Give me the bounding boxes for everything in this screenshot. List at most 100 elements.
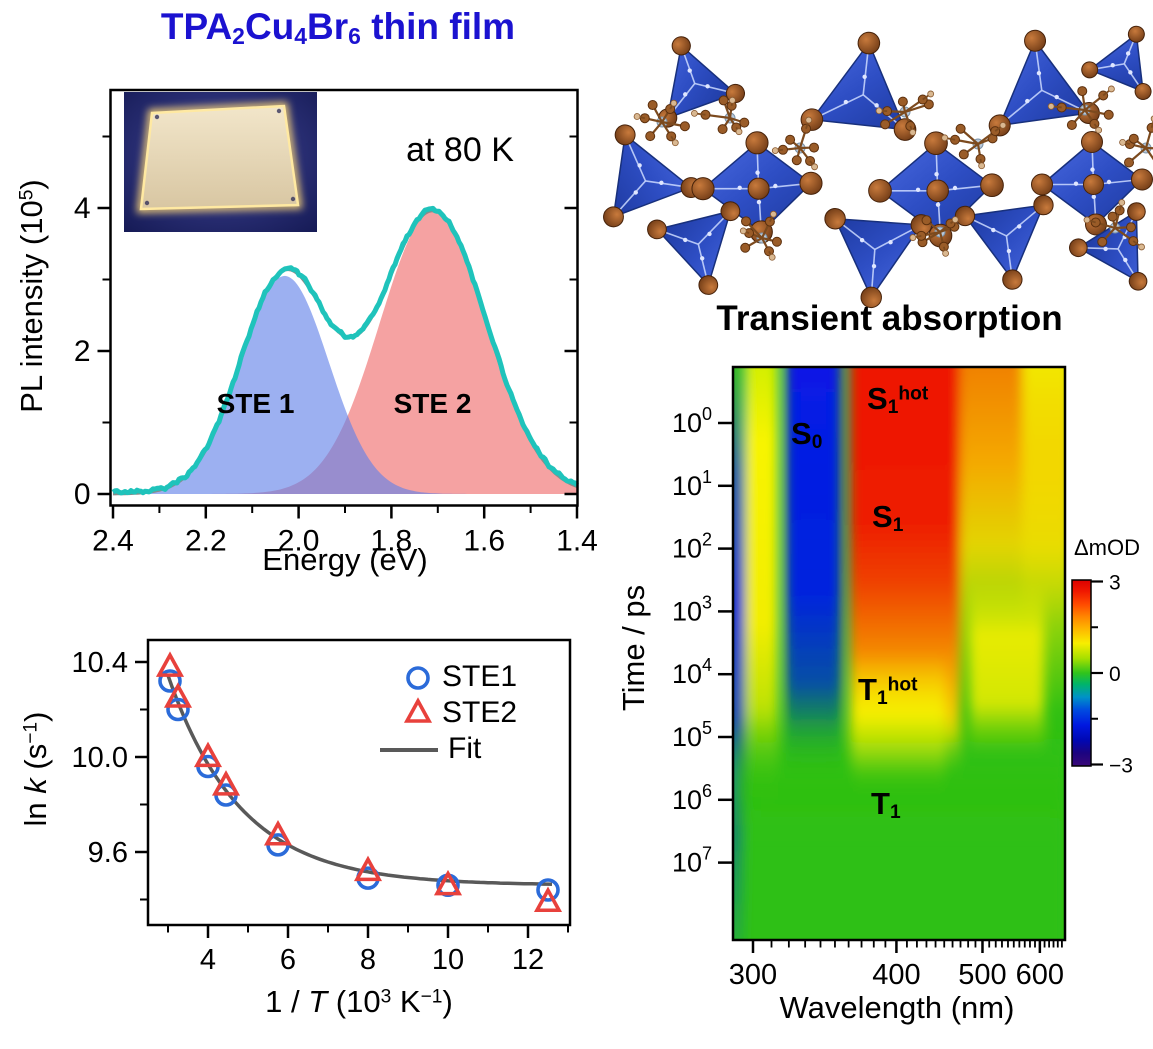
tick-label: 1.6 bbox=[463, 525, 505, 558]
time-tick-label: 101 bbox=[672, 467, 712, 501]
arrhenius-plot-frame bbox=[146, 638, 572, 927]
tick-label: 6 bbox=[280, 944, 296, 976]
pl-peak-label-ste2: STE 2 bbox=[393, 388, 472, 419]
ta-state-label-t1hot: T1hot bbox=[858, 672, 918, 710]
ta-yaxis-label: Time / ps bbox=[616, 584, 651, 712]
tick-label: 1.4 bbox=[556, 525, 598, 558]
colorbar-label: ΔmOD bbox=[1073, 535, 1141, 560]
tick-label: 12 bbox=[512, 944, 544, 976]
state-subscript: 1 bbox=[876, 688, 888, 710]
arrhenius-legend-label-ste2: STE2 bbox=[442, 696, 518, 729]
arrhenius-legend-label-ste1: STE1 bbox=[442, 660, 518, 693]
state-subscript: 1 bbox=[892, 515, 904, 537]
arrhenius-legend-label-fit: Fit bbox=[448, 732, 482, 765]
state-symbol: T bbox=[871, 786, 890, 821]
tick-label: 10 bbox=[432, 944, 464, 976]
state-superscript: hot bbox=[887, 674, 918, 696]
organic-cation-cluster bbox=[1047, 85, 1115, 134]
title-subscript: 6 bbox=[348, 23, 361, 50]
tick-label: 9.6 bbox=[88, 837, 128, 869]
organic-cation-cluster bbox=[691, 95, 750, 136]
ste1-gaussian-fill bbox=[113, 275, 577, 494]
tick-label: 1.8 bbox=[371, 525, 413, 558]
ta-title: Transient absorption bbox=[716, 299, 1063, 338]
colorbar: 3 0 −3 bbox=[1071, 572, 1133, 778]
tick-label: 400 bbox=[872, 959, 920, 991]
pl-measured-curve bbox=[111, 205, 579, 496]
pl-yaxis-label-text: ) bbox=[14, 179, 49, 190]
time-tick-label: 105 bbox=[672, 718, 712, 752]
organic-cation-cluster bbox=[875, 90, 935, 136]
state-symbol: S bbox=[867, 381, 888, 416]
time-tick-label: 107 bbox=[672, 844, 712, 878]
title-part: TPA bbox=[160, 6, 233, 47]
arrhenius-xaxis-label-exponent: −1 bbox=[420, 986, 443, 1008]
tick-label: 3 bbox=[1109, 572, 1121, 595]
pl-yaxis-label-text: PL intensity (10 bbox=[14, 200, 49, 413]
tick-label: 0 bbox=[74, 478, 91, 511]
cu4br6-tetrahedron bbox=[603, 124, 702, 228]
tick-label: 0 bbox=[1109, 663, 1121, 686]
arrhenius-xaxis-label: 1 / T (103 K−1) bbox=[209, 984, 509, 1019]
cu4br6-tetrahedron bbox=[1069, 202, 1148, 291]
arrhenius-plot: 4 6 8 10 12 10.4 10.0 9.6 bbox=[72, 638, 572, 976]
time-tick-label: 100 bbox=[672, 404, 712, 438]
arrhenius-yaxis-label: ln k (s−1) bbox=[18, 636, 53, 902]
cu4br6-tetrahedron bbox=[824, 208, 933, 309]
pl-yaxis-label-exponent: 5 bbox=[16, 189, 38, 201]
tick-label: 10.4 bbox=[72, 647, 128, 679]
colorbar-gradient bbox=[1071, 579, 1092, 767]
organic-cation-cluster bbox=[633, 99, 690, 147]
ste2-gaussian-fill bbox=[113, 211, 577, 494]
title-subscript: 2 bbox=[232, 23, 245, 50]
organic-cation-cluster bbox=[941, 121, 1007, 170]
state-superscript: hot bbox=[898, 383, 929, 405]
arrhenius-yaxis-label-variable: k bbox=[18, 778, 53, 794]
cu4br6-tetrahedron bbox=[1081, 25, 1152, 100]
tick-label: 10.0 bbox=[72, 742, 128, 774]
title-subscript: 4 bbox=[294, 23, 308, 50]
pl-spectrum-plot: 2.4 2.2 2.0 1.8 1.6 1.4 0 2 4 bbox=[74, 88, 598, 558]
arrhenius-xaxis-label-exponent: 3 bbox=[380, 986, 392, 1008]
arrhenius-xaxis-label-text: (10 bbox=[327, 984, 381, 1019]
tick-label: −3 bbox=[1109, 755, 1133, 778]
state-subscript: 1 bbox=[887, 397, 899, 419]
heatmap-frame bbox=[731, 365, 1067, 942]
arrhenius-xaxis-label-variable: T bbox=[308, 984, 328, 1019]
arrhenius-xaxis-label-text: ) bbox=[442, 984, 453, 1019]
title-part: Br bbox=[307, 6, 349, 47]
tick-label: 8 bbox=[360, 944, 376, 976]
organic-cation-cluster bbox=[739, 210, 782, 261]
state-subscript: 0 bbox=[811, 432, 823, 454]
cu4br6-tetrahedron bbox=[954, 194, 1054, 290]
ta-state-label-t1: T1 bbox=[871, 786, 901, 824]
time-tick-label: 106 bbox=[672, 781, 712, 815]
title-part: Cu bbox=[244, 6, 295, 47]
state-symbol: S bbox=[872, 499, 893, 534]
arrhenius-xaxis-label-text: K bbox=[391, 984, 421, 1019]
crystal-structure-illustration bbox=[603, 25, 1153, 309]
inset-sample-photo bbox=[124, 92, 317, 232]
pl-yaxis-label: PL intensity (105) bbox=[14, 90, 49, 502]
arrhenius-series-ste2 bbox=[155, 651, 563, 913]
tick-label: 600 bbox=[1016, 959, 1064, 991]
tick-label: 500 bbox=[958, 959, 1006, 991]
state-subscript: 1 bbox=[889, 802, 901, 824]
arrhenius-legend bbox=[380, 666, 438, 752]
ta-state-label-s1hot: S1hot bbox=[867, 381, 929, 419]
pl-annotation-temperature: at 80 K bbox=[406, 131, 514, 169]
pl-xaxis-label: Energy (eV) bbox=[262, 542, 428, 577]
organic-cation-cluster bbox=[1083, 199, 1145, 251]
ta-state-label-s0: S0 bbox=[791, 417, 823, 454]
ta-xaxis-label: Wavelength (nm) bbox=[779, 990, 1015, 1025]
title-part: thin film bbox=[360, 6, 516, 47]
tick-label: 4 bbox=[74, 192, 91, 225]
tick-label: 300 bbox=[729, 959, 777, 991]
organic-cation-cluster bbox=[909, 215, 960, 257]
inset-sample-plate bbox=[139, 104, 300, 211]
state-symbol: T bbox=[858, 672, 877, 707]
arrhenius-yaxis-label-exponent: −1 bbox=[20, 721, 42, 744]
